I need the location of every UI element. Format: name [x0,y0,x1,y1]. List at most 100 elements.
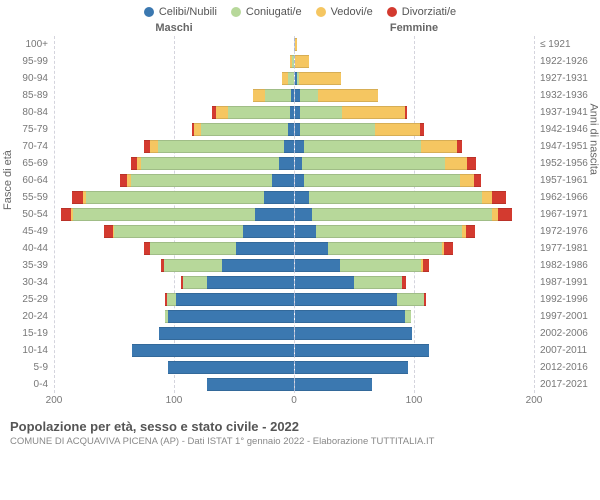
segment-married [405,310,411,323]
segment-single [295,140,305,153]
segment-single [207,378,293,391]
chart-title: Popolazione per età, sesso e stato civil… [10,419,590,434]
female-bar [294,361,535,374]
age-label: 80-84 [8,107,54,118]
segment-divorced [61,208,71,221]
age-label: 100+ [8,39,54,50]
segment-widow [150,140,158,153]
segment-single [168,361,294,374]
female-bar [294,344,535,357]
segment-widow [421,140,457,153]
segment-married [114,225,243,238]
legend-dot [231,7,241,17]
age-label: 70-74 [8,141,54,152]
male-bar [54,208,294,221]
pyramid-row: 45-491972-1976 [8,223,592,240]
female-bar [294,72,535,85]
segment-single [295,242,329,255]
age-label: 50-54 [8,209,54,220]
x-tick: 100 [406,395,423,406]
pyramid-row: 30-341987-1991 [8,274,592,291]
segment-single [295,225,317,238]
segment-single [295,157,302,170]
age-label: 95-99 [8,56,54,67]
male-bar [54,55,294,68]
male-bar [54,157,294,170]
pyramid-row: 10-142007-2011 [8,342,592,359]
segment-widow [460,174,474,187]
segment-divorced [466,225,476,238]
segment-single [176,293,293,306]
age-label: 20-24 [8,311,54,322]
pyramid-row: 70-741947-1951 [8,138,592,155]
segment-married [300,89,318,102]
birth-year-label: 1977-1981 [534,243,592,254]
segment-divorced [420,123,424,136]
female-bar [294,140,535,153]
pyramid-row: 80-841937-1941 [8,104,592,121]
legend-dot [316,7,326,17]
segment-divorced [474,174,481,187]
male-bar [54,259,294,272]
female-bar [294,174,535,187]
male-bar [54,89,294,102]
birth-year-label: 1952-1956 [534,158,592,169]
legend-item: Vedovi/e [316,6,373,18]
segment-widow [216,106,228,119]
pyramid-row: 20-241997-2001 [8,308,592,325]
segment-married [164,259,221,272]
pyramid-rows: 100+≤ 192195-991922-192690-941927-193185… [8,36,592,393]
male-bar [54,38,294,51]
chart-subtitle: COMUNE DI ACQUAVIVA PICENA (AP) - Dati I… [10,436,590,447]
legend-label: Celibi/Nubili [159,6,217,18]
footer: Popolazione per età, sesso e stato civil… [8,419,592,447]
male-bar [54,174,294,187]
age-label: 35-39 [8,260,54,271]
male-bar [54,72,294,85]
segment-divorced [424,293,426,306]
segment-divorced [104,225,112,238]
segment-married [183,276,207,289]
legend-item: Coniugati/e [231,6,302,18]
segment-single [295,208,313,221]
female-bar [294,225,535,238]
segment-single [295,276,355,289]
birth-year-label: 1987-1991 [534,277,592,288]
birth-year-label: 1992-1996 [534,294,592,305]
age-label: 45-49 [8,226,54,237]
segment-married [340,259,421,272]
segment-divorced [423,259,429,272]
age-label: 5-9 [8,362,54,373]
segment-married [397,293,423,306]
segment-divorced [467,157,477,170]
birth-year-label: ≤ 1921 [534,39,592,50]
female-bar [294,123,535,136]
female-bar [294,276,535,289]
male-header: Maschi [54,22,294,34]
segment-widow [295,55,309,68]
segment-married [131,174,272,187]
legend-dot [144,7,154,17]
segment-widow [445,157,467,170]
male-bar [54,378,294,391]
segment-married [316,225,462,238]
x-tick: 200 [46,395,63,406]
birth-year-label: 1967-1971 [534,209,592,220]
age-label: 90-94 [8,73,54,84]
age-label: 15-19 [8,328,54,339]
x-tick: 100 [166,395,183,406]
segment-widow [375,123,421,136]
male-bar [54,191,294,204]
male-bar [54,123,294,136]
segment-married [300,123,374,136]
birth-year-label: 1932-1936 [534,90,592,101]
pyramid-row: 25-291992-1996 [8,291,592,308]
female-header: Femmine [294,22,534,34]
segment-married [228,106,290,119]
segment-divorced [498,208,512,221]
segment-single [279,157,293,170]
pyramid-row: 15-192002-2006 [8,325,592,342]
legend: Celibi/NubiliConiugati/eVedovi/eDivorzia… [8,6,592,18]
pyramid-row: 0-42017-2021 [8,376,592,393]
female-bar [294,55,535,68]
